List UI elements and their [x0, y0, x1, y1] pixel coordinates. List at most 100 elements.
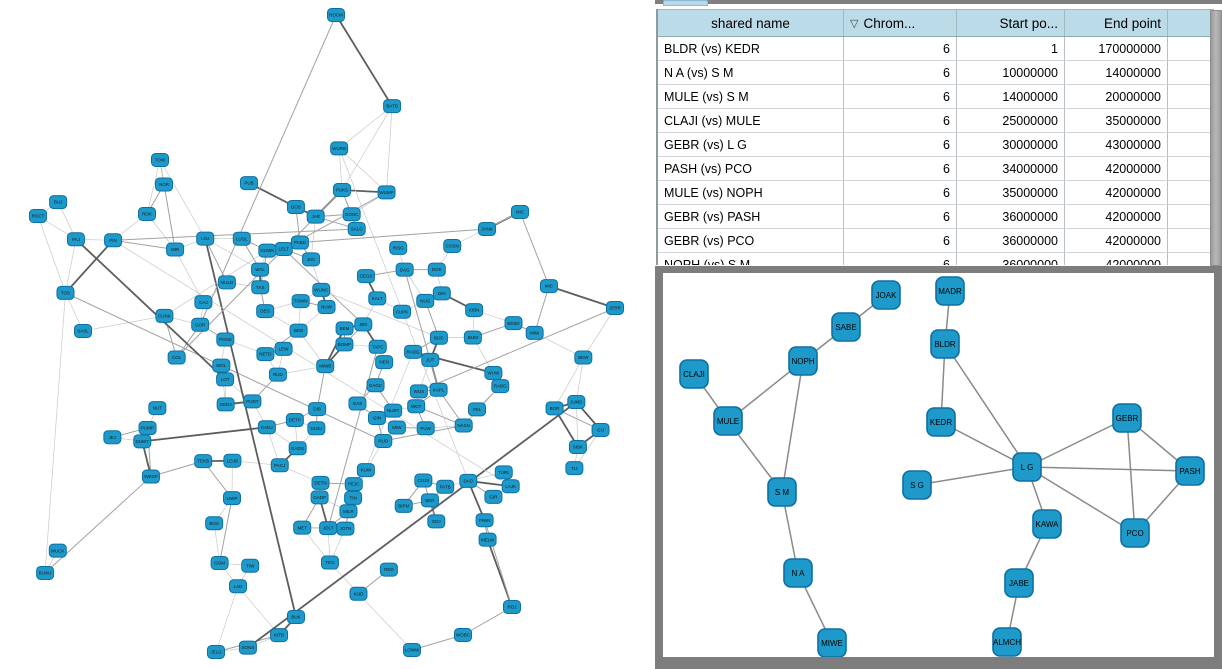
node-shape[interactable]	[239, 176, 258, 191]
network-node[interactable]: ROCM	[327, 8, 345, 22]
network-node[interactable]: JERR	[606, 301, 624, 315]
toolbar-tab[interactable]	[663, 0, 708, 6]
node-shape[interactable]	[103, 430, 122, 445]
network-edge[interactable]	[163, 184, 176, 250]
node-shape[interactable]	[539, 279, 558, 294]
node-shape[interactable]	[155, 177, 174, 192]
node-shape[interactable]	[327, 8, 345, 22]
node-shape[interactable]	[232, 231, 251, 246]
node-shape[interactable]	[992, 627, 1022, 657]
network-edge[interactable]	[486, 539, 513, 608]
node-shape[interactable]	[311, 475, 330, 490]
network-edge[interactable]	[247, 401, 577, 649]
network-node-miwe[interactable]: MIWE	[817, 628, 847, 657]
network-node[interactable]: BIJC	[429, 330, 448, 345]
table-row[interactable]: CLAJI (vs) MULE625000000350000005.9	[658, 108, 1214, 133]
node-shape[interactable]	[155, 308, 174, 323]
node-shape[interactable]	[36, 565, 55, 580]
detail-network-canvas[interactable]: JOAK MADR SABE NOPH BLDR CLAJI MULE KEDR GEBR L G…	[663, 273, 1214, 657]
overview-network-canvas[interactable]: ROCM TOW ROCT ROK PUKS MIC JERR SASL BUK ROJ JELG L…	[0, 0, 655, 669]
network-node[interactable]: GOR	[191, 317, 210, 332]
node-shape[interactable]	[395, 262, 414, 277]
node-shape[interactable]	[403, 643, 421, 657]
node-shape[interactable]	[478, 532, 497, 547]
network-node[interactable]: BOMP	[335, 337, 354, 352]
network-node[interactable]: GUWK	[258, 243, 277, 258]
network-node[interactable]: DAD	[459, 473, 478, 488]
network-node[interactable]: BEW	[574, 350, 593, 365]
node-shape[interactable]	[133, 434, 152, 449]
network-node[interactable]: JELG	[207, 645, 225, 659]
network-node[interactable]: DOK	[427, 262, 446, 277]
network-node[interactable]: TIN	[344, 490, 363, 505]
node-shape[interactable]	[216, 397, 235, 412]
node-shape[interactable]	[285, 413, 304, 428]
network-node-kawa[interactable]: KAWA	[1032, 509, 1062, 539]
node-shape[interactable]	[310, 490, 329, 505]
node-shape[interactable]	[783, 558, 813, 588]
node-shape[interactable]	[606, 301, 624, 315]
network-node[interactable]: BEBD	[504, 316, 523, 331]
node-shape[interactable]	[207, 645, 225, 659]
network-edge[interactable]	[44, 476, 152, 574]
network-node[interactable]: WEDP	[141, 469, 160, 484]
network-node[interactable]: BEM	[335, 321, 354, 336]
network-node[interactable]: PIN	[104, 233, 123, 248]
node-shape[interactable]	[429, 382, 448, 397]
node-shape[interactable]	[223, 453, 242, 468]
network-edge[interactable]	[386, 106, 393, 193]
table-row[interactable]: PASH (vs) PCO6340000004200000011.4	[658, 156, 1214, 181]
network-node[interactable]: GOM	[210, 555, 229, 570]
node-shape[interactable]	[289, 323, 308, 338]
network-node[interactable]: MELW	[478, 532, 497, 547]
network-node[interactable]: COSN	[443, 238, 462, 253]
network-edge[interactable]	[299, 228, 488, 244]
node-shape[interactable]	[316, 359, 335, 374]
node-shape[interactable]	[484, 489, 503, 504]
node-shape[interactable]	[494, 465, 513, 480]
node-shape[interactable]	[48, 543, 67, 558]
node-shape[interactable]	[394, 498, 413, 513]
node-shape[interactable]	[138, 207, 156, 221]
node-shape[interactable]	[268, 367, 287, 382]
network-edge[interactable]	[916, 466, 1028, 486]
network-node[interactable]: KAPL	[429, 382, 448, 397]
network-node[interactable]: KIJD	[349, 586, 368, 601]
node-shape[interactable]	[1012, 452, 1042, 482]
network-node[interactable]: GADP	[310, 490, 329, 505]
network-edge[interactable]	[1126, 417, 1136, 534]
network-node[interactable]: MET	[293, 520, 312, 535]
network-edge[interactable]	[554, 357, 584, 409]
node-shape[interactable]	[368, 291, 387, 306]
network-node-bldr[interactable]: BLDR	[930, 329, 960, 359]
network-edge[interactable]	[146, 159, 161, 215]
node-shape[interactable]	[356, 463, 375, 478]
node-shape[interactable]	[306, 209, 325, 224]
node-shape[interactable]	[335, 321, 354, 336]
network-edge[interactable]	[75, 238, 226, 381]
node-shape[interactable]	[335, 337, 354, 352]
node-shape[interactable]	[393, 304, 412, 319]
table-row[interactable]: N A (vs) S M610000000140000006.6	[658, 60, 1214, 85]
node-shape[interactable]	[287, 610, 305, 624]
network-node[interactable]: PUKS	[333, 183, 351, 197]
node-shape[interactable]	[591, 422, 610, 437]
node-shape[interactable]	[354, 317, 373, 332]
network-node[interactable]: GIJ	[591, 422, 610, 437]
node-shape[interactable]	[565, 461, 584, 476]
network-node[interactable]: PUDT	[243, 394, 262, 409]
node-shape[interactable]	[205, 516, 224, 531]
node-shape[interactable]	[212, 358, 231, 373]
network-node[interactable]: LIWP	[223, 491, 242, 506]
network-node[interactable]: BUK	[287, 610, 305, 624]
network-edge[interactable]	[237, 585, 280, 636]
network-node-gebr[interactable]: GEBR	[1112, 403, 1142, 433]
node-shape[interactable]	[238, 640, 257, 655]
network-edge[interactable]	[204, 238, 228, 283]
network-node[interactable]: BOR	[545, 401, 564, 416]
network-node[interactable]: DIB	[308, 402, 327, 417]
network-node[interactable]: TAPC	[368, 339, 387, 354]
network-node[interactable]: WIJS	[409, 384, 428, 399]
network-node-sabe[interactable]: SABE	[831, 312, 861, 342]
node-shape[interactable]	[367, 410, 386, 425]
